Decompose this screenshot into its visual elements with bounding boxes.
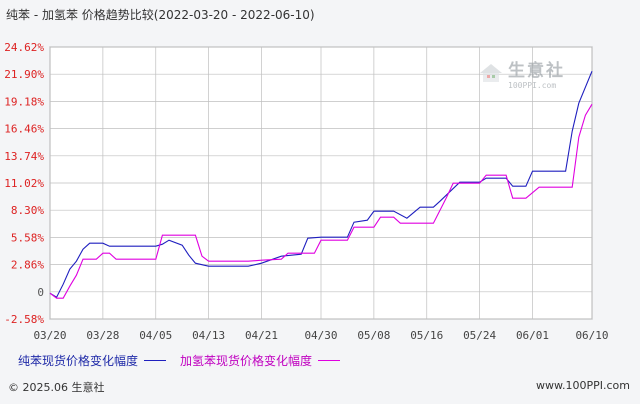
- y-tick-label: 16.46%: [4, 123, 44, 136]
- x-tick-label: 05/24: [463, 329, 496, 342]
- chart-title: 纯苯 - 加氢苯 价格趋势比较(2022-03-20 - 2022-06-10): [6, 8, 315, 22]
- y-tick-label: 2.86%: [11, 259, 44, 272]
- legend-item-series-1: 纯苯现货价格变化幅度: [18, 352, 167, 369]
- legend-swatch-series-2: [318, 360, 341, 361]
- chart-legend: 纯苯现货价格变化幅度 加氢苯现货价格变化幅度: [18, 352, 354, 369]
- watermark-text: 生意社: [508, 61, 565, 81]
- y-tick-label: 19.18%: [4, 95, 44, 108]
- x-tick-label: 03/28: [86, 329, 119, 342]
- y-tick-label: 0: [37, 286, 44, 299]
- legend-swatch-series-1: [144, 360, 167, 361]
- legend-label-series-1: 纯苯现货价格变化幅度: [18, 354, 139, 368]
- watermark-subtext: 100PPI.com: [508, 81, 557, 90]
- footer-copyright: © 2025.06 生意社: [8, 381, 105, 394]
- x-tick-label: 04/21: [245, 329, 278, 342]
- legend-item-series-2: 加氢苯现货价格变化幅度: [180, 352, 341, 369]
- x-tick-label: 04/05: [139, 329, 172, 342]
- legend-label-series-2: 加氢苯现货价格变化幅度: [180, 354, 313, 368]
- x-tick-label: 06/10: [575, 329, 608, 342]
- y-tick-label: 24.62%: [4, 41, 44, 54]
- x-tick-label: 05/16: [410, 329, 443, 342]
- x-tick-label: 03/20: [33, 329, 66, 342]
- house-logo-icon: [480, 64, 502, 82]
- series-line-2: [49, 103, 593, 299]
- footer-website: www.100PPI.com: [536, 379, 630, 392]
- y-tick-label: 5.58%: [11, 231, 44, 244]
- x-tick-label: 04/13: [192, 329, 225, 342]
- y-tick-label: 11.02%: [4, 177, 44, 190]
- x-tick-label: 05/08: [357, 329, 390, 342]
- y-tick-label: -2.58%: [4, 313, 44, 326]
- y-tick-label: 21.90%: [4, 68, 44, 81]
- watermark: 生意社 100PPI.com: [478, 56, 565, 90]
- x-tick-label: 04/30: [304, 329, 337, 342]
- y-tick-label: 13.74%: [4, 150, 44, 163]
- x-tick-label: 06/01: [516, 329, 549, 342]
- y-tick-label: 8.30%: [11, 204, 44, 217]
